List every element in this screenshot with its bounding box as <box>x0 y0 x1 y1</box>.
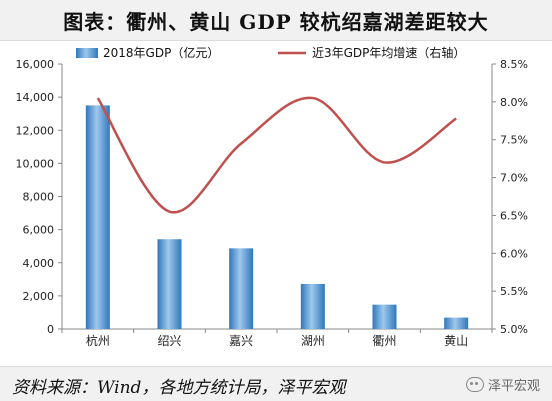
chart-title: 图表：衢州、黄山 GDP 较杭绍嘉湖差距较大 <box>63 9 489 34</box>
y-right-tick-label: 7.5% <box>500 134 528 147</box>
y-left-tick-label: 0 <box>47 323 54 336</box>
y-left-tick-label: 6,000 <box>23 224 55 237</box>
x-tick-label: 黄山 <box>444 334 468 348</box>
y-left-tick-label: 14,000 <box>16 91 55 104</box>
bar <box>229 248 254 329</box>
source-text: 资料来源：Wind，各地方统计局，泽平宏观 <box>12 378 346 398</box>
wechat-icon <box>465 377 484 392</box>
watermark: 泽平宏观 <box>465 375 540 394</box>
x-tick-label: 杭州 <box>86 333 110 348</box>
x-tick-label: 嘉兴 <box>229 334 253 348</box>
growth-line <box>96 96 457 214</box>
x-tick-label: 绍兴 <box>157 334 181 348</box>
bar <box>372 304 397 329</box>
y-right-tick-label: 8.0% <box>500 96 528 109</box>
y-left-tick-label: 10,000 <box>16 157 55 170</box>
y-left-tick-label: 16,000 <box>16 58 55 71</box>
x-tick-label: 衢州 <box>372 334 396 348</box>
y-right-tick-label: 7.0% <box>500 172 528 185</box>
y-right-tick-label: 6.5% <box>500 209 528 222</box>
chart-area: 0 2,000 4,000 6,000 8,000 10,000 12,000 14,000 1… <box>16 45 528 348</box>
bar <box>85 105 110 329</box>
y-right-tick-label: 8.5% <box>500 58 528 71</box>
watermark-text: 泽平宏观 <box>487 379 540 394</box>
bar <box>157 239 182 329</box>
y-left-tick-label: 12,000 <box>16 124 55 137</box>
bar <box>300 283 325 329</box>
bar <box>444 317 469 329</box>
y-right-tick-label: 6.0% <box>500 247 528 260</box>
source-bar: 资料来源：Wind，各地方统计局，泽平宏观 泽平宏观 <box>0 366 552 401</box>
title-bar: 图表：衢州、黄山 GDP 较杭绍嘉湖差距较大 <box>0 0 552 41</box>
legend-label-bar: 2018年GDP（亿元） <box>103 45 219 60</box>
legend-label-line: 近3年GDP年均增速（右轴） <box>312 45 465 60</box>
y-left-tick-label: 8,000 <box>23 191 55 204</box>
y-right-tick-label: 5.0% <box>500 323 528 336</box>
x-tick-label: 湖州 <box>301 333 325 348</box>
y-left-tick-label: 4,000 <box>23 257 55 270</box>
legend-swatch-bar <box>76 48 98 58</box>
y-right-tick-label: 5.5% <box>500 285 528 298</box>
y-left-tick-label: 2,000 <box>23 290 55 303</box>
